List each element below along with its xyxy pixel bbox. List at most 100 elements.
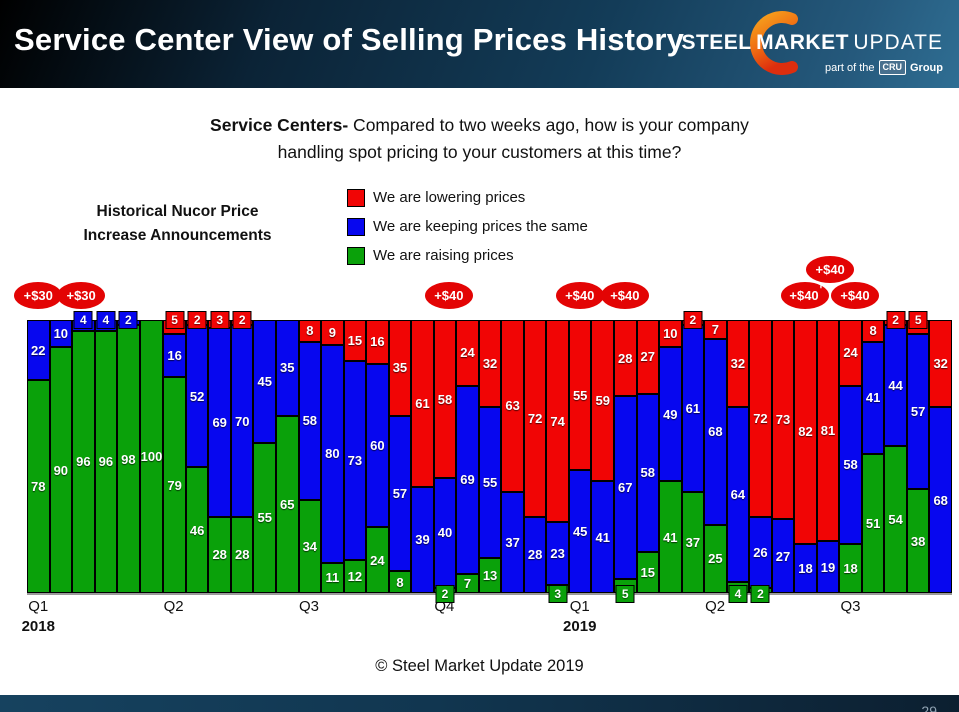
segment-value-label: 12 <box>347 569 363 585</box>
segment-value-label: 38 <box>910 533 926 549</box>
year-text: 2019 <box>563 618 597 635</box>
callout-label: +$40 <box>789 288 819 303</box>
copyright: © Steel Market Update 2019 <box>375 657 584 675</box>
segment-value-label: 69 <box>212 414 227 430</box>
segment-lowering: 63 <box>501 320 524 492</box>
quarter-text: Q3 <box>840 598 861 615</box>
segment-value-label: 22 <box>31 342 46 358</box>
outside-value-label-same: 2 <box>118 311 138 329</box>
outside-value-label-same: 4 <box>96 311 116 329</box>
segment-raising: 15 <box>636 552 660 593</box>
segment-value-label: 58 <box>640 465 656 481</box>
segment-value-label: 41 <box>663 529 678 545</box>
segment-value-label: 70 <box>234 413 250 429</box>
stacked-bar-22: 63 37 <box>501 320 524 593</box>
x-axis-quarter-label: Q1 2019 <box>563 598 596 635</box>
segment-same: 45 <box>253 320 277 443</box>
segment-value-label: 90 <box>53 462 69 478</box>
price-increase-callout: +$40 <box>806 256 855 283</box>
segment-value-label: 58 <box>437 391 453 407</box>
stacked-bar-41: 32 68 <box>929 320 952 593</box>
stacked-bar-36: 81 19 <box>816 320 840 593</box>
stacked-bar-10: 2 70 28 <box>230 311 254 593</box>
price-increase-callout: +$40 ' <box>781 282 830 309</box>
segment-raising: 54 <box>884 445 907 593</box>
stacked-bar-1: 22 78 <box>27 320 50 593</box>
segment-same: 35 <box>276 320 299 416</box>
segment-raising: 55 <box>253 442 277 593</box>
survey-question-line1: Service Centers- Compared to two weeks a… <box>0 112 959 139</box>
page-number: 29 <box>921 703 937 712</box>
segment-value-label: 11 <box>325 570 340 586</box>
segment-value-label: 23 <box>550 545 565 561</box>
segment-same: 37 <box>501 491 524 593</box>
logo-market-text: MARKET <box>756 31 849 54</box>
segment-value-label: 64 <box>730 487 746 503</box>
callout-label: +$40 <box>565 288 595 303</box>
segment-value-label: 41 <box>865 390 881 406</box>
segment-same: 10 <box>49 320 73 348</box>
segment-same: 23 <box>546 522 569 585</box>
quarter-text: Q3 <box>298 598 320 615</box>
segment-lowering: 72 <box>523 320 547 517</box>
stacked-bar-14: 9 80 11 <box>321 320 344 593</box>
segment-value-label: 24 <box>843 345 858 361</box>
tagline-suffix: Group <box>910 61 943 74</box>
stacked-bar-2: 10 90 <box>49 320 73 593</box>
segment-value-label: 55 <box>482 474 498 490</box>
segment-same: 22 <box>27 320 50 381</box>
segment-value-label: 16 <box>370 334 385 350</box>
legend-swatch-raising <box>347 246 365 265</box>
callout-label: +$40 <box>434 288 464 303</box>
segment-lowering: 24 <box>456 320 479 386</box>
segment-value-label: 28 <box>212 547 227 563</box>
segment-raising: 28 <box>208 516 231 593</box>
survey-question-rest: Compared to two weeks ago, how is your c… <box>348 115 749 135</box>
stacked-bar-33: 72 26 2 <box>749 320 772 603</box>
segment-lowering: 59 <box>591 320 614 482</box>
segment-value-label: 63 <box>505 398 520 414</box>
segment-raising: 46 <box>185 467 209 593</box>
stacked-bar-8: 2 52 46 <box>185 311 209 593</box>
logo-wordmark: STEEL MARKET UPDATE <box>681 31 943 55</box>
segment-same: 41 <box>591 481 614 593</box>
segment-value-label: 58 <box>302 413 318 429</box>
segment-value-label: 79 <box>167 477 182 493</box>
stacked-bar-29: 10 49 41 <box>659 320 682 593</box>
legend-label-raising: We are raising prices <box>373 247 514 264</box>
tagline-prefix: part of the <box>824 61 875 74</box>
segment-value-label: 39 <box>415 532 430 548</box>
segment-same: 70 <box>230 325 254 517</box>
segment-lowering: 73 <box>771 320 795 520</box>
segment-same: 49 <box>659 347 682 482</box>
stacked-bar-15: 15 73 12 <box>343 320 367 593</box>
stacked-bar-38: 8 41 51 <box>861 320 885 593</box>
cru-badge: CRU <box>878 60 906 75</box>
segment-same: 69 <box>456 385 479 574</box>
segment-value-label: 82 <box>798 424 813 440</box>
x-axis-quarter-label: Q3 <box>840 598 860 615</box>
callout-label: +$30 <box>23 288 53 303</box>
legend-item-same: We are keeping prices the same <box>347 212 588 241</box>
stacked-bar-26: 59 41 <box>591 320 614 593</box>
outside-value-label-raising: 2 <box>750 585 770 603</box>
legend-swatch-lowering <box>347 188 365 207</box>
segment-value-label: 8 <box>869 323 877 339</box>
segment-value-label: 32 <box>933 356 948 372</box>
segment-value-label: 34 <box>302 539 318 555</box>
segment-lowering: 24 <box>839 320 862 386</box>
segment-raising: 51 <box>861 453 885 593</box>
segment-value-label: 46 <box>189 522 205 538</box>
segment-raising: 24 <box>366 527 389 593</box>
segment-raising: 38 <box>906 489 930 593</box>
price-increase-callout: +$40 <box>600 282 649 309</box>
segment-value-label: 55 <box>572 387 588 403</box>
segment-value-label: 35 <box>392 360 408 376</box>
segment-same: 39 <box>411 486 434 593</box>
segment-value-label: 73 <box>775 412 791 428</box>
segment-raising: 96 <box>94 330 118 593</box>
stacked-bar-3: 4 96 <box>72 311 95 593</box>
segment-same: 73 <box>343 360 367 561</box>
segment-value-label: 72 <box>753 410 768 426</box>
segment-value-label: 27 <box>775 548 791 564</box>
